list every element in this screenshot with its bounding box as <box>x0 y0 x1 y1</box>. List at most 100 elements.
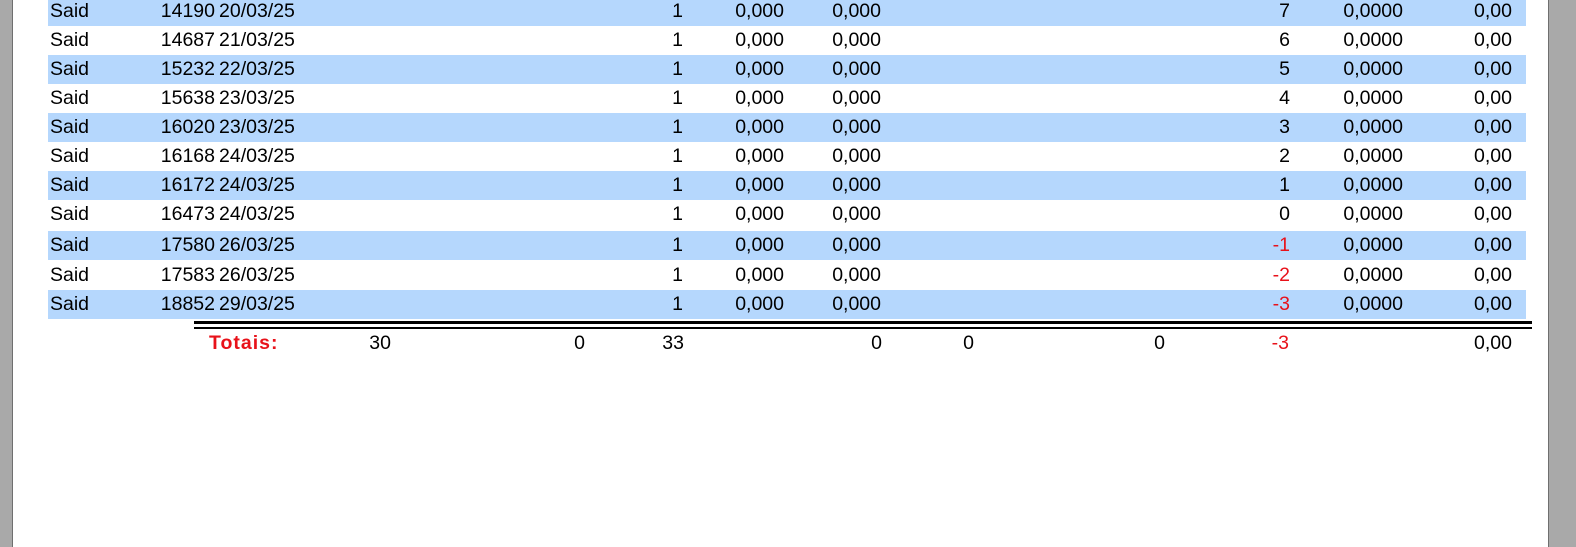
cell-balance: 4 <box>1279 87 1290 109</box>
cell-date: 24/03/25 <box>219 145 295 167</box>
cell-value-1: 0,000 <box>735 203 784 225</box>
cell-name: Said <box>50 174 90 196</box>
total-6: 0 <box>1154 332 1165 354</box>
cell-date: 24/03/25 <box>219 203 295 225</box>
table-row: Said 16168 24/03/25 1 0,000 0,000 2 0,00… <box>48 142 1526 171</box>
cell-number: 15638 <box>160 87 215 109</box>
cell-value-1: 0,000 <box>735 293 784 315</box>
cell-balance: 0 <box>1279 203 1290 225</box>
cell-value-2: 0,000 <box>832 203 881 225</box>
cell-value-2: 0,000 <box>832 29 881 51</box>
table-row: Said 18852 29/03/25 1 0,000 0,000 -3 0,0… <box>48 290 1526 319</box>
table-row: Said 14190 20/03/25 1 0,000 0,000 7 0,00… <box>48 0 1526 26</box>
total-2: 0 <box>574 332 585 354</box>
cell-value-3: 0,0000 <box>1343 29 1403 51</box>
cell-value-3: 0,0000 <box>1343 234 1403 256</box>
cell-number: 16473 <box>160 203 215 225</box>
cell-value-4: 0,00 <box>1474 174 1512 196</box>
table-row: Said 15232 22/03/25 1 0,000 0,000 5 0,00… <box>48 55 1526 84</box>
table-row: Said 16473 24/03/25 1 0,000 0,000 0 0,00… <box>48 200 1526 229</box>
cell-number: 14190 <box>160 0 215 22</box>
cell-value-3: 0,0000 <box>1343 293 1403 315</box>
cell-name: Said <box>50 0 90 22</box>
cell-date: 23/03/25 <box>219 116 295 138</box>
cell-name: Said <box>50 145 90 167</box>
cell-value-3: 0,0000 <box>1343 264 1403 286</box>
cell-number: 17583 <box>160 264 215 286</box>
cell-value-2: 0,000 <box>832 264 881 286</box>
report-page <box>12 0 1549 547</box>
totals-row: Totais: 30 0 33 0 0 0 -3 0,00 <box>0 329 1576 357</box>
cell-number: 16172 <box>160 174 215 196</box>
cell-value-2: 0,000 <box>832 293 881 315</box>
cell-quantity: 1 <box>672 234 683 256</box>
totals-double-rule-top <box>194 321 1532 324</box>
cell-date: 20/03/25 <box>219 0 295 22</box>
cell-date: 24/03/25 <box>219 174 295 196</box>
cell-value-4: 0,00 <box>1474 87 1512 109</box>
cell-value-4: 0,00 <box>1474 293 1512 315</box>
table-row: Said 17583 26/03/25 1 0,000 0,000 -2 0,0… <box>48 261 1526 290</box>
cell-name: Said <box>50 203 90 225</box>
cell-number: 18852 <box>160 293 215 315</box>
cell-value-1: 0,000 <box>735 58 784 80</box>
cell-value-2: 0,000 <box>832 87 881 109</box>
cell-number: 15232 <box>160 58 215 80</box>
cell-value-1: 0,000 <box>735 264 784 286</box>
cell-quantity: 1 <box>672 174 683 196</box>
cell-value-1: 0,000 <box>735 0 784 22</box>
cell-name: Said <box>50 293 90 315</box>
cell-date: 23/03/25 <box>219 87 295 109</box>
total-8: 0,00 <box>1474 332 1512 354</box>
cell-number: 17580 <box>160 234 215 256</box>
cell-value-1: 0,000 <box>735 234 784 256</box>
cell-value-3: 0,0000 <box>1343 0 1403 22</box>
total-3: 33 <box>662 332 684 354</box>
cell-balance: 5 <box>1279 58 1290 80</box>
table-row: Said 15638 23/03/25 1 0,000 0,000 4 0,00… <box>48 84 1526 113</box>
cell-balance: 2 <box>1279 145 1290 167</box>
total-4: 0 <box>871 332 882 354</box>
totals-label: Totais: <box>209 332 279 354</box>
cell-value-3: 0,0000 <box>1343 145 1403 167</box>
cell-value-1: 0,000 <box>735 116 784 138</box>
cell-value-1: 0,000 <box>735 174 784 196</box>
cell-date: 29/03/25 <box>219 293 295 315</box>
cell-balance: 6 <box>1279 29 1290 51</box>
table-row: Said 16172 24/03/25 1 0,000 0,000 1 0,00… <box>48 171 1526 200</box>
cell-quantity: 1 <box>672 145 683 167</box>
cell-value-4: 0,00 <box>1474 116 1512 138</box>
cell-value-2: 0,000 <box>832 174 881 196</box>
cell-value-1: 0,000 <box>735 29 784 51</box>
cell-name: Said <box>50 234 90 256</box>
cell-value-3: 0,0000 <box>1343 203 1403 225</box>
cell-value-2: 0,000 <box>832 58 881 80</box>
cell-value-1: 0,000 <box>735 145 784 167</box>
cell-date: 26/03/25 <box>219 264 295 286</box>
cell-date: 26/03/25 <box>219 234 295 256</box>
table-row: Said 14687 21/03/25 1 0,000 0,000 6 0,00… <box>48 26 1526 55</box>
cell-balance: -1 <box>1272 234 1290 256</box>
total-balance: -3 <box>1271 332 1289 354</box>
cell-balance: 7 <box>1279 0 1290 22</box>
cell-date: 21/03/25 <box>219 29 295 51</box>
cell-value-4: 0,00 <box>1474 203 1512 225</box>
cell-quantity: 1 <box>672 29 683 51</box>
cell-quantity: 1 <box>672 116 683 138</box>
cell-value-1: 0,000 <box>735 87 784 109</box>
total-5: 0 <box>963 332 974 354</box>
cell-number: 16168 <box>160 145 215 167</box>
cell-balance: -3 <box>1272 293 1290 315</box>
cell-value-4: 0,00 <box>1474 234 1512 256</box>
cell-value-4: 0,00 <box>1474 145 1512 167</box>
cell-number: 14687 <box>160 29 215 51</box>
cell-value-2: 0,000 <box>832 234 881 256</box>
totals-double-rule-bottom <box>194 327 1532 329</box>
cell-quantity: 1 <box>672 87 683 109</box>
cell-value-4: 0,00 <box>1474 0 1512 22</box>
cell-quantity: 1 <box>672 203 683 225</box>
cell-value-4: 0,00 <box>1474 58 1512 80</box>
cell-value-3: 0,0000 <box>1343 58 1403 80</box>
cell-number: 16020 <box>160 116 215 138</box>
cell-value-3: 0,0000 <box>1343 116 1403 138</box>
